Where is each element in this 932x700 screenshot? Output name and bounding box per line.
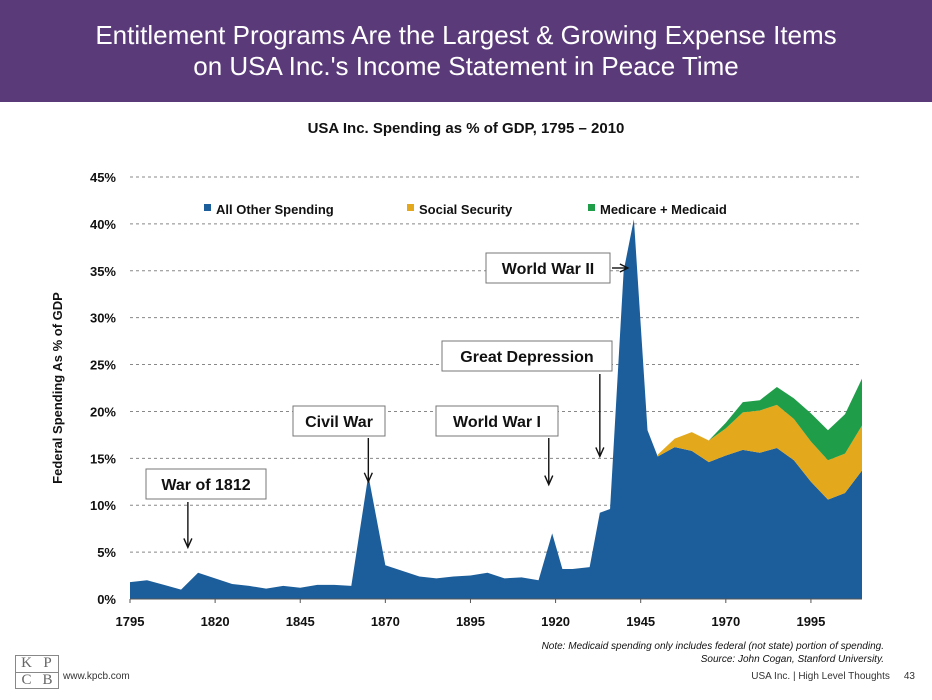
website-link[interactable]: www.kpcb.com xyxy=(63,671,130,682)
legend-swatch xyxy=(204,204,211,211)
page-footer: USA Inc. | High Level Thoughts 43 xyxy=(751,671,915,682)
chart-footnote: Note: Medicaid spending only includes fe… xyxy=(542,640,884,666)
annotation-world-war-i: World War I xyxy=(435,405,559,437)
annotation-arrowhead xyxy=(544,475,554,487)
x-tick-label: 1820 xyxy=(201,614,230,629)
y-tick-label: 30% xyxy=(90,311,116,326)
x-tick-label: 1795 xyxy=(116,614,145,629)
y-tick-label: 40% xyxy=(90,217,116,232)
legend-swatch xyxy=(407,204,414,211)
logo-letter: B xyxy=(42,671,53,688)
annotation-box xyxy=(485,252,611,284)
x-tick-label: 1920 xyxy=(541,614,570,629)
annotation-box xyxy=(145,468,267,500)
legend-label: Medicare + Medicaid xyxy=(600,202,727,217)
annotation-label: Civil War xyxy=(305,414,373,431)
kpcb-logo: K P C B xyxy=(15,655,59,689)
x-tick-label: 1970 xyxy=(711,614,740,629)
chart-title: USA Inc. Spending as % of GDP, 1795 – 20… xyxy=(307,120,625,137)
annotation-civil-war: Civil War xyxy=(292,405,386,437)
chart-axes: 0% 5% 10% 15% 20% 25% 30% 35% 40% 45% 1795 1820 1845… xyxy=(50,170,862,629)
spending-chart: 0% 5% 10% 15% 20% 25% 30% 35% 40% 45% 1795 1820 1845… xyxy=(50,170,862,629)
document-title: USA Inc. | High Level Thoughts xyxy=(751,671,890,682)
logo-letter: K xyxy=(16,656,37,673)
legend-swatch xyxy=(588,204,595,211)
annotation-box xyxy=(292,405,386,437)
chart-legend: All Other Spending Social Security Medicar… xyxy=(204,202,727,217)
slide-header: Entitlement Programs Are the Largest & G… xyxy=(0,0,932,102)
annotation-label: Great Depression xyxy=(460,349,593,366)
footnote-note: Note: Medicaid spending only includes fe… xyxy=(541,641,884,652)
legend-label: Social Security xyxy=(419,202,513,217)
slide-title: Entitlement Programs Are the Largest & G… xyxy=(95,20,837,81)
annotation-world-war-ii: World War II xyxy=(485,252,611,284)
y-tick-label: 0% xyxy=(97,592,116,607)
annotation-arrowhead xyxy=(183,538,193,550)
logo-letter: C xyxy=(21,671,32,688)
footnote-source: Source: John Cogan, Stanford University. xyxy=(700,654,884,665)
legend-label: All Other Spending xyxy=(216,202,334,217)
logo-letter: P xyxy=(37,656,58,673)
annotation-label: World War II xyxy=(502,261,594,278)
annotation-box xyxy=(441,340,613,372)
area-medicare-medicaid xyxy=(708,378,862,461)
chart-areas xyxy=(130,219,862,599)
annotation-arrowhead xyxy=(619,263,630,273)
x-tick-label: 1895 xyxy=(456,614,485,629)
area-social-security xyxy=(657,404,862,500)
y-axis-title: Federal Spending As % of GDP xyxy=(50,292,65,484)
annotation-arrowhead xyxy=(363,472,373,484)
x-tick-label: 1845 xyxy=(286,614,315,629)
x-tick-label: 1870 xyxy=(371,614,400,629)
y-tick-label: 10% xyxy=(90,498,116,513)
y-tick-label: 20% xyxy=(90,404,116,419)
y-tick-label: 15% xyxy=(90,451,116,466)
area-all-other-spending xyxy=(130,219,862,599)
annotation-label: War of 1812 xyxy=(161,477,250,494)
annotation-great-depression: Great Depression xyxy=(441,340,613,372)
annotation-label: World War I xyxy=(453,414,541,431)
x-tick-label: 1945 xyxy=(626,614,655,629)
x-tick-label: 1995 xyxy=(796,614,825,629)
page-number: 43 xyxy=(903,671,915,682)
annotation-arrowhead xyxy=(595,447,605,459)
y-tick-label: 5% xyxy=(97,545,116,560)
chart-annotations: War of 1812 Civil War World War I Great Dep… xyxy=(145,252,630,550)
y-tick-label: 35% xyxy=(90,264,116,279)
annotation-box xyxy=(435,405,559,437)
y-tick-label: 25% xyxy=(90,358,116,373)
y-tick-label: 45% xyxy=(90,170,116,185)
annotation-war-of-1812: War of 1812 xyxy=(145,468,267,500)
